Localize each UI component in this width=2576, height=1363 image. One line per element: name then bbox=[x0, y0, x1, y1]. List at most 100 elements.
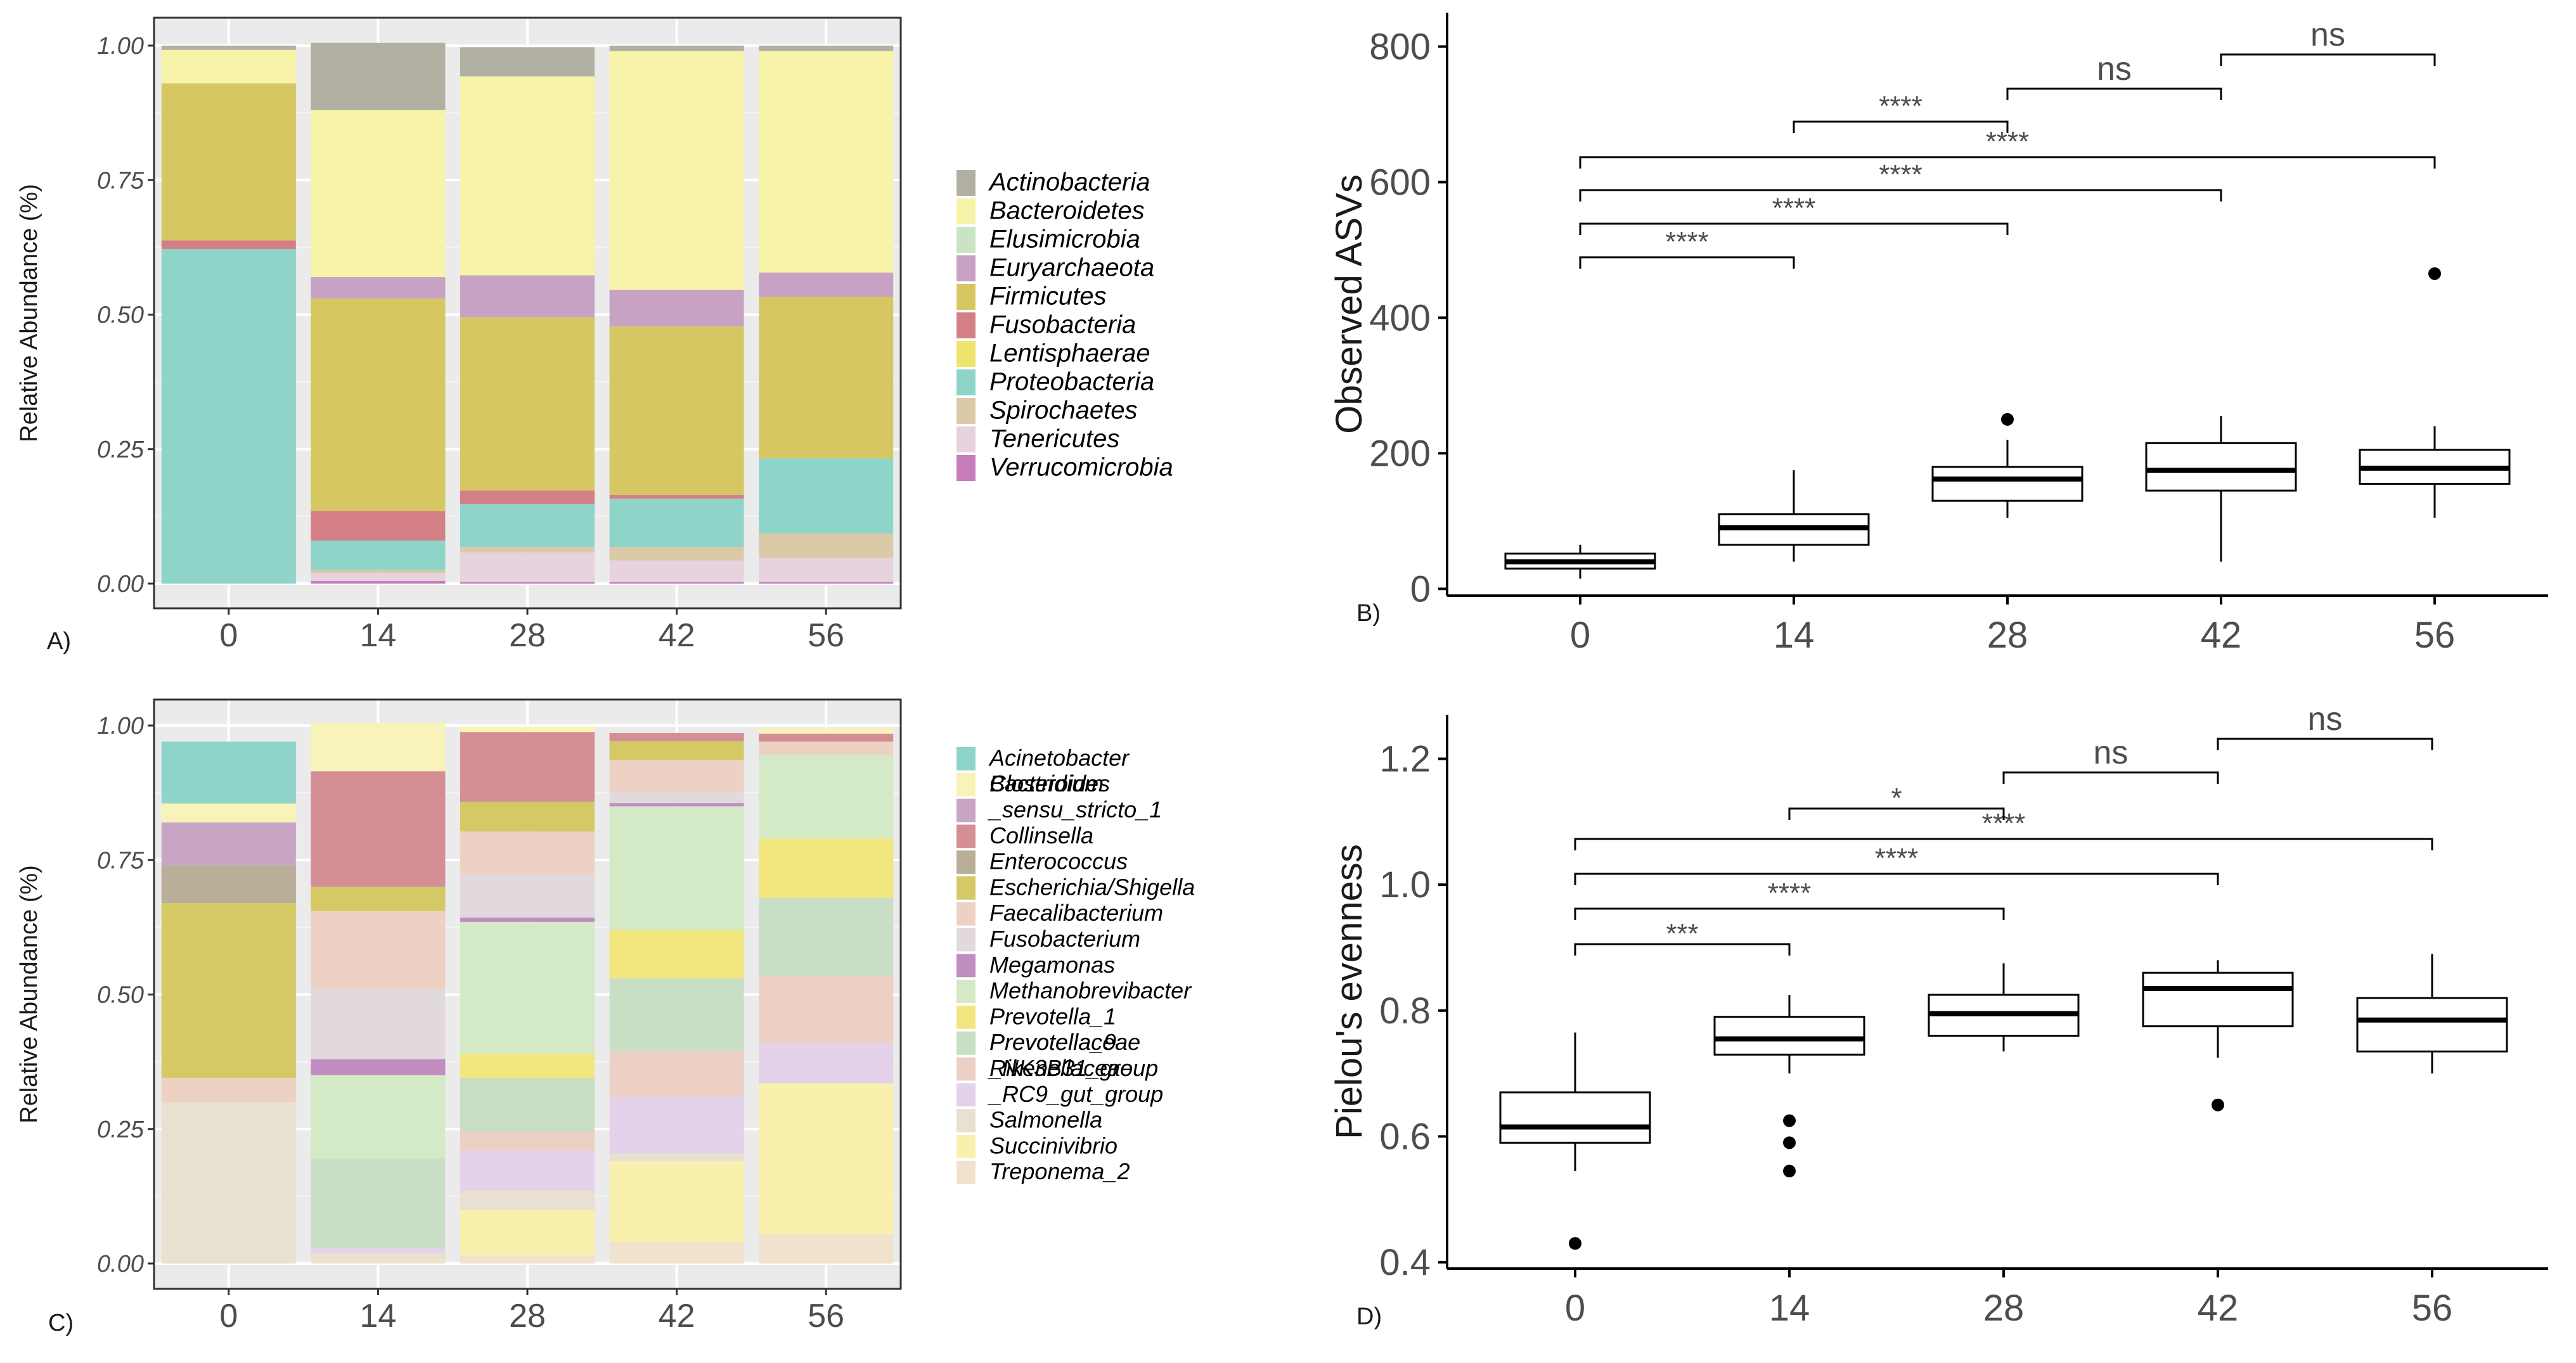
x-tick-label: 14 bbox=[1774, 615, 1815, 656]
x-tick-label: 0 bbox=[219, 617, 238, 654]
legend-key bbox=[956, 1031, 976, 1055]
significance-bracket: ns bbox=[2002, 734, 2219, 784]
panel-label: A) bbox=[47, 628, 71, 655]
significance-label: ns bbox=[2308, 701, 2343, 738]
x-tick-label: 42 bbox=[2201, 615, 2242, 656]
bar-segment bbox=[460, 874, 595, 918]
bar-segment bbox=[311, 580, 446, 584]
legend-label: Collinsella bbox=[989, 822, 1093, 848]
significance-label: **** bbox=[1665, 226, 1709, 257]
legend-label: _RC9_gut_group bbox=[988, 1081, 1163, 1107]
box-iqr bbox=[2356, 997, 2508, 1053]
bar-segment bbox=[161, 248, 296, 584]
significance-bracket: ns bbox=[2006, 51, 2222, 100]
legend-label: Bacteroides bbox=[989, 771, 1110, 797]
bracket-line bbox=[2006, 87, 2222, 100]
x-tick-label: 56 bbox=[2414, 615, 2456, 656]
bracket-line bbox=[1574, 907, 2005, 920]
bar-segment bbox=[460, 1191, 595, 1210]
x-tick-label: 0 bbox=[219, 1298, 238, 1334]
legend-key bbox=[956, 198, 976, 224]
x-tick-label: 28 bbox=[1983, 1288, 2025, 1329]
legend-label: Verrucomicrobia bbox=[989, 453, 1173, 481]
significance-label: ns bbox=[2097, 51, 2132, 87]
bar-segment bbox=[609, 930, 744, 979]
legend-label: Treponema_2 bbox=[989, 1158, 1130, 1184]
bar-segment bbox=[609, 978, 744, 1051]
bar-segment bbox=[460, 831, 595, 875]
legend-key bbox=[956, 455, 976, 481]
legend-label: Prevotellaceae bbox=[989, 1029, 1140, 1055]
x-tick-label: 56 bbox=[2412, 1288, 2453, 1329]
bar-segment bbox=[759, 1083, 894, 1234]
box-iqr bbox=[2142, 971, 2294, 1028]
bar-segment bbox=[609, 803, 744, 807]
bar-segment bbox=[460, 918, 595, 922]
bar-segment bbox=[759, 272, 894, 297]
bracket-line bbox=[2217, 738, 2433, 750]
legend-key bbox=[956, 312, 976, 338]
x-tick-label: 0 bbox=[1565, 1288, 1585, 1329]
box-0 bbox=[1499, 1032, 1651, 1250]
box-42 bbox=[2145, 416, 2297, 562]
significance-label: **** bbox=[1879, 91, 1922, 122]
legend-key bbox=[956, 1006, 976, 1029]
y-axis-label: Relative Abundance (%) bbox=[16, 184, 42, 442]
legend-key bbox=[956, 369, 976, 395]
significance-bracket: **** bbox=[1574, 878, 2005, 920]
legend-label: Methanobrevibacter bbox=[989, 978, 1192, 1004]
bar-segment bbox=[161, 1102, 296, 1264]
bracket-line bbox=[1574, 943, 1791, 956]
legend-key bbox=[956, 980, 976, 1003]
box-14 bbox=[1713, 994, 1865, 1178]
bar-segment bbox=[759, 838, 894, 898]
bar-segment bbox=[311, 42, 446, 110]
y-tick-label: 200 bbox=[1369, 433, 1431, 474]
legend-key bbox=[956, 747, 976, 771]
x-tick-label: 42 bbox=[659, 617, 695, 654]
significance-bracket: **** bbox=[1574, 843, 2219, 885]
legend-label: Actinobacteria bbox=[988, 168, 1150, 196]
bar-segment bbox=[311, 911, 446, 990]
bar-segment bbox=[311, 771, 446, 887]
significance-bracket: **** bbox=[1579, 159, 2222, 202]
legend-key bbox=[956, 1057, 976, 1081]
legend-key bbox=[956, 341, 976, 367]
bar-segment bbox=[609, 1051, 744, 1097]
box-56 bbox=[2356, 954, 2508, 1074]
bar-segment bbox=[759, 975, 894, 1043]
outlier-point bbox=[2001, 413, 2014, 426]
bar-segment bbox=[609, 326, 744, 495]
bar-segment bbox=[311, 886, 446, 911]
legend-label: Tenericutes bbox=[989, 425, 1119, 452]
legend-key bbox=[956, 798, 976, 822]
legend-label: Prevotella_1 bbox=[989, 1003, 1116, 1029]
outlier-point bbox=[1569, 1237, 1581, 1250]
bar-segment bbox=[460, 76, 595, 276]
significance-bracket: **** bbox=[1574, 808, 2433, 850]
legend-label: Escherichia/Shigella bbox=[989, 874, 1195, 900]
bar-segment bbox=[759, 1042, 894, 1084]
bar-segment bbox=[759, 755, 894, 839]
legend-label: _NK3B31_group bbox=[988, 1055, 1158, 1081]
legend-key bbox=[956, 876, 976, 900]
legend-label: Elusimicrobia bbox=[989, 225, 1140, 253]
bar-segment bbox=[609, 560, 744, 582]
significance-label: * bbox=[1891, 783, 1902, 814]
y-tick-label: 0.50 bbox=[97, 982, 144, 1009]
bar-segment bbox=[161, 803, 296, 822]
bar-segment bbox=[609, 46, 744, 51]
bar-segment bbox=[759, 51, 894, 273]
bar-segment bbox=[311, 722, 446, 772]
bar-segment bbox=[311, 1253, 446, 1258]
bar-segment bbox=[460, 1255, 595, 1264]
legend-label: Rikenellaceae bbox=[989, 1055, 1133, 1081]
y-tick-label: 0 bbox=[1410, 568, 1431, 610]
bar-segment bbox=[311, 541, 446, 570]
bar-segment bbox=[161, 822, 296, 866]
legend-label: Salmonella bbox=[989, 1107, 1102, 1133]
significance-bracket: ns bbox=[2220, 16, 2436, 66]
legend-label: Faecalibacterium bbox=[989, 900, 1163, 926]
y-tick-label: 0.4 bbox=[1379, 1242, 1431, 1283]
box-0 bbox=[1504, 544, 1656, 579]
